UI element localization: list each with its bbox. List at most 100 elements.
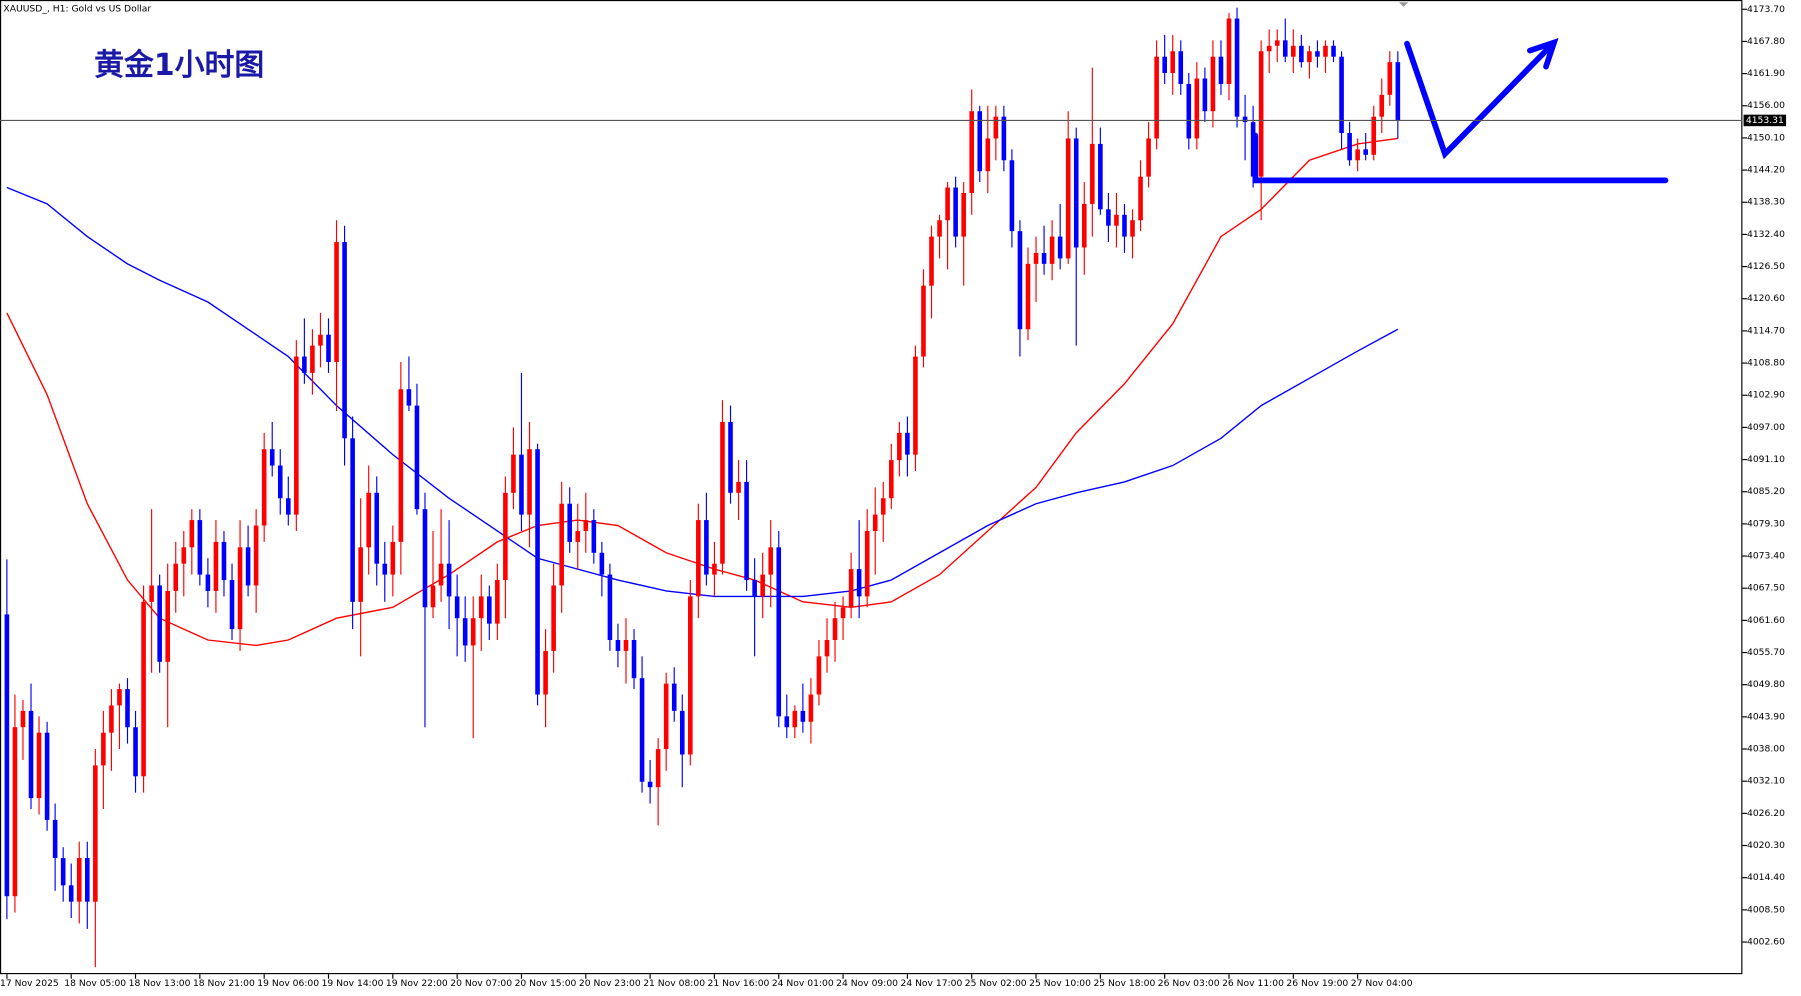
candle-body [961,192,966,237]
arrow-head [1527,37,1559,70]
candle-body [173,563,179,591]
candle-body [358,547,363,602]
y-tick-label: 4079.30 [1747,518,1785,529]
candle-body [511,454,516,493]
candle-body [237,547,243,630]
candle-body [551,585,556,651]
last-price-box [1743,114,1787,127]
candle-body [953,187,958,237]
candle-body [720,421,725,564]
candle-body [1371,116,1377,155]
candle-body [1057,236,1063,259]
candle-body [728,421,733,493]
y-tick-label: 4120.60 [1747,293,1785,304]
candle-body [12,727,18,897]
candle-body [816,656,822,695]
x-tick-label: 24 Nov 01:00 [772,978,834,989]
x-tick-label: 21 Nov 16:00 [708,978,770,989]
candle-body [28,710,34,799]
y-tick-label: 4008.50 [1747,904,1785,915]
x-tick-label: 24 Nov 17:00 [900,978,962,989]
candle-body [1299,45,1304,63]
candle-body [1355,149,1360,161]
candle-body [792,710,798,728]
candle-body [1009,160,1015,232]
x-tick-label: 25 Nov 18:00 [1093,978,1155,989]
candle-body [623,639,629,651]
candle-body [109,705,114,733]
candle-body [527,449,532,515]
moving-average [6,137,1398,647]
candle-body [559,503,564,586]
candle-body [446,563,452,597]
candle-body [52,819,58,859]
candle-body [663,683,669,750]
candle-body [1138,176,1143,221]
x-tick-label: 27 Nov 04:00 [1351,978,1413,989]
candle-body [575,530,581,542]
candle-body [60,858,66,886]
candle-body [374,492,380,564]
last-price-label: 4153.31 [1746,115,1784,126]
candle-body [1379,94,1385,117]
candle-body [913,356,918,455]
candle-body [84,858,90,902]
candle-body [1234,18,1240,117]
candle-body [20,710,26,728]
candle-body [398,389,404,542]
drawings [1252,37,1669,184]
candle-body [969,111,975,193]
x-tick-label: 19 Nov 14:00 [322,978,384,989]
candle-body [945,187,950,221]
y-tick-label: 4032.10 [1747,776,1785,787]
candle-body [125,689,130,728]
candle-body [1098,143,1103,210]
y-tick-label: 4173.70 [1747,4,1785,15]
candle-body [44,732,50,820]
candle-body [366,492,371,548]
candle-body [189,520,195,548]
candle-body [639,678,645,782]
candle-body [430,585,436,608]
candle-body [462,618,468,646]
candle-body [141,601,146,777]
x-tick-label: 25 Nov 02:00 [965,978,1027,989]
candle-body [181,547,187,564]
candle-body [1339,56,1344,134]
candle-body [679,710,685,755]
candle-body [1081,203,1087,248]
candle-body [985,138,991,172]
candle-body [1210,56,1216,112]
candle-body [205,574,211,591]
candle-body [1258,51,1264,177]
forecast-arrow [1404,40,1554,160]
candle-body [414,405,420,510]
candle-body [390,541,396,575]
candle-body [631,639,637,679]
y-tick-label: 4114.70 [1747,325,1785,336]
candle-body [1307,51,1312,63]
candle-body [1065,138,1071,259]
candle-body [1106,209,1111,226]
candle-body [1315,51,1320,57]
candle-body [261,449,267,526]
candle-body [1122,214,1127,237]
candle-body [1387,62,1393,95]
candle-body [937,220,942,237]
candle-body [1017,231,1023,330]
candle-body [1114,214,1119,226]
x-tick-label: 24 Nov 09:00 [836,978,898,989]
plot-frame [0,0,1743,975]
candle-body [696,520,701,597]
y-tick-label: 4049.80 [1747,679,1785,690]
candle-body [567,503,573,542]
candle-body [1218,56,1224,84]
x-tick-label: 18 Nov 05:00 [64,978,126,989]
candle-body [921,285,926,357]
y-tick-label: 4138.30 [1747,197,1785,208]
candle-body [101,732,106,766]
candle-body [905,432,910,455]
